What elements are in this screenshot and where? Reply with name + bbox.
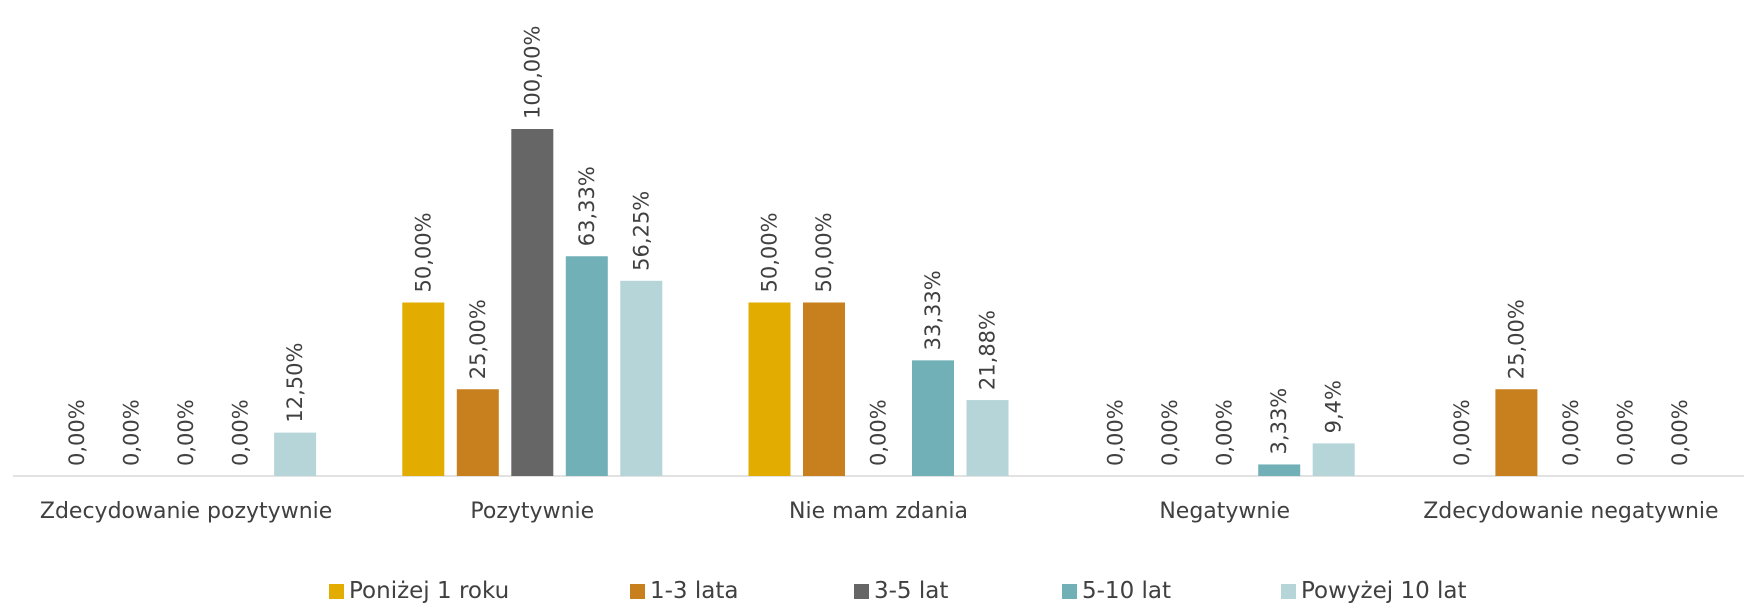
bar [1312,443,1355,476]
data-label: 3,33% [1267,388,1291,455]
data-label: 0,00% [867,399,891,466]
data-label: 0,00% [1158,399,1182,466]
x-tick-label: Negatywnie [1159,499,1291,524]
bar [565,256,608,476]
data-label: 50,00% [812,212,836,292]
legend-label: Powyżej 10 lat [1301,578,1467,604]
legend-item: 1-3 lata [630,578,738,604]
legend-swatch [1062,583,1077,599]
legend-item: Poniżej 1 roku [329,578,509,604]
bar [511,129,554,476]
data-label: 25,00% [1504,299,1528,379]
bar [1258,464,1301,476]
data-label: 50,00% [758,212,782,292]
data-label: 0,00% [174,399,198,466]
data-label: 0,00% [65,399,89,466]
legend-item: 3-5 lat [854,578,948,604]
legend-swatch [854,583,869,599]
data-label: 12,50% [283,343,307,423]
data-label: 56,25% [629,191,653,271]
data-label: 0,00% [1559,399,1583,466]
x-tick-label: Nie mam zdania [789,499,968,524]
data-label: 21,88% [976,310,1000,390]
bar [748,302,791,476]
legend-label: Poniżej 1 roku [349,578,510,604]
data-label: 0,00% [1213,399,1237,466]
bar [1495,389,1538,476]
data-label: 33,33% [921,270,945,350]
x-tick-label: Pozytywnie [470,499,595,524]
bar [620,280,663,476]
data-label: 0,00% [229,399,253,466]
legend-swatch [630,583,645,599]
legend-label: 3-5 lat [874,578,949,604]
bar [912,360,954,476]
legend-item: 5-10 lat [1062,578,1171,604]
bar [966,400,1009,476]
data-label: 100,00% [520,26,544,119]
data-label: 0,00% [1668,399,1692,466]
data-label: 0,00% [1613,399,1637,466]
data-label: 9,4% [1322,380,1346,433]
bar [456,389,499,476]
legend-swatch [329,583,344,599]
data-label: 50,00% [411,212,435,292]
legend-label: 5-10 lat [1082,578,1172,604]
legend-label: 1-3 lata [650,578,739,604]
bar [803,302,845,476]
legend-swatch [1281,583,1296,599]
data-label: 0,00% [120,399,144,466]
data-label: 25,00% [466,299,490,379]
bar [274,432,317,476]
data-label: 0,00% [1450,399,1474,466]
data-label: 63,33% [575,166,599,246]
x-tick-label: Zdecydowanie negatywnie [1423,499,1719,524]
legend-item: Powyżej 10 lat [1281,578,1467,604]
data-label: 0,00% [1104,399,1128,466]
bar [402,302,445,476]
x-tick-label: Zdecydowanie pozytywnie [39,499,333,524]
